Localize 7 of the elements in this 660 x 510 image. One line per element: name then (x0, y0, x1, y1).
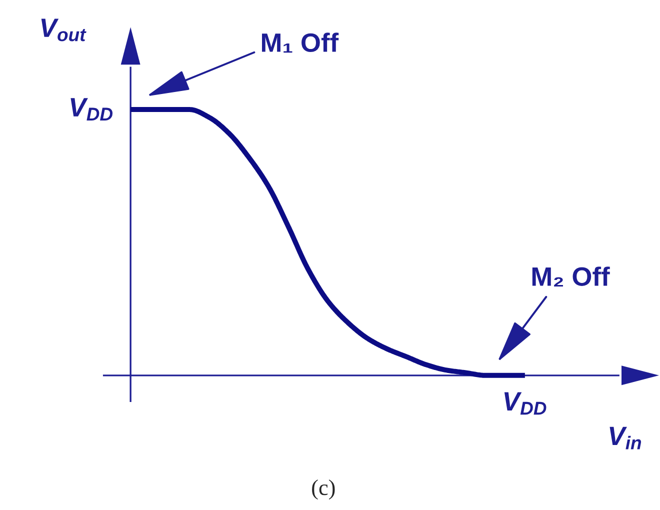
y-axis-title: V$_{out}$ (41, 18, 86, 42)
text: V$_{DD}$ (504, 392, 546, 415)
text: V$_{DD}$ (70, 98, 113, 120)
annotation: M₂ Off (532, 266, 610, 287)
text: M₁ Off (262, 32, 339, 53)
x-axis-title: V$_{in}$ (610, 426, 642, 450)
text: (c) (312, 480, 335, 500)
